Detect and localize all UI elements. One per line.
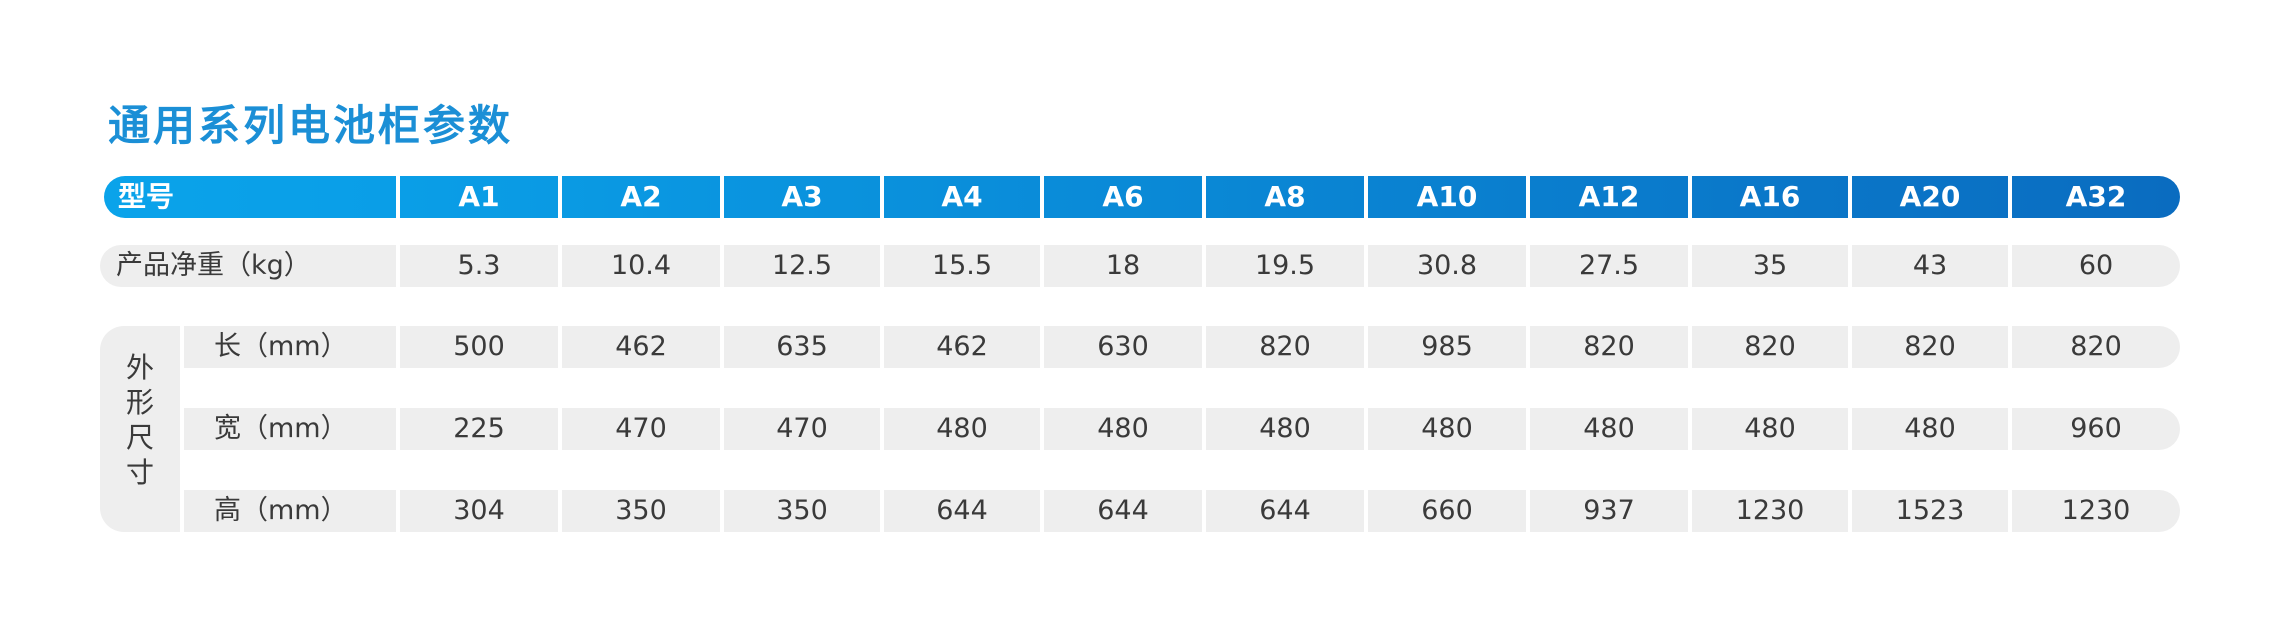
weight-value: 18 <box>1044 245 1202 287</box>
header-model: A10 <box>1368 176 1526 218</box>
header-model: A8 <box>1206 176 1364 218</box>
height-value: 350 <box>724 490 880 532</box>
header-model: A6 <box>1044 176 1202 218</box>
length-value: 820 <box>1692 326 1848 368</box>
weight-value: 60 <box>2012 245 2180 287</box>
height-value: 304 <box>400 490 558 532</box>
width-value: 480 <box>1530 408 1688 450</box>
length-value: 985 <box>1368 326 1526 368</box>
header-row: 型号 A1 A2 A3 A4 A6 A8 A10 A12 A16 A20 A32 <box>0 176 2275 218</box>
height-value: 1523 <box>1852 490 2008 532</box>
header-model: A3 <box>724 176 880 218</box>
dimension-group-char: 寸 <box>125 456 154 489</box>
length-value: 820 <box>1206 326 1364 368</box>
weight-value: 19.5 <box>1206 245 1364 287</box>
weight-value: 30.8 <box>1368 245 1526 287</box>
length-value: 820 <box>1530 326 1688 368</box>
width-value: 225 <box>400 408 558 450</box>
width-value: 480 <box>1368 408 1526 450</box>
length-value: 820 <box>1852 326 2008 368</box>
width-value: 470 <box>562 408 720 450</box>
dimension-group-char: 外 <box>125 351 154 384</box>
width-value: 480 <box>1044 408 1202 450</box>
height-value: 937 <box>1530 490 1688 532</box>
width-row: 宽（mm） 225 470 470 480 480 480 480 480 48… <box>0 408 2275 450</box>
height-value: 1230 <box>2012 490 2180 532</box>
weight-row: 产品净重（kg） 5.3 10.4 12.5 15.5 18 19.5 30.8… <box>0 245 2275 287</box>
length-row: 长（mm） 500 462 635 462 630 820 985 820 82… <box>0 326 2275 368</box>
page-title: 通用系列电池柜参数 <box>108 101 514 150</box>
weight-value: 15.5 <box>884 245 1040 287</box>
header-model: A4 <box>884 176 1040 218</box>
width-value: 960 <box>2012 408 2180 450</box>
weight-value: 5.3 <box>400 245 558 287</box>
header-model: A12 <box>1530 176 1688 218</box>
weight-value: 27.5 <box>1530 245 1688 287</box>
height-value: 644 <box>1044 490 1202 532</box>
weight-value: 43 <box>1852 245 2008 287</box>
height-value: 644 <box>884 490 1040 532</box>
header-model: A20 <box>1852 176 2008 218</box>
width-value: 480 <box>1206 408 1364 450</box>
height-row: 高（mm） 304 350 350 644 644 644 660 937 12… <box>0 490 2275 532</box>
header-model: A32 <box>2012 176 2180 218</box>
header-model-label: 型号 <box>104 176 396 218</box>
dimension-group-block <box>100 326 180 532</box>
width-value: 480 <box>884 408 1040 450</box>
width-value: 470 <box>724 408 880 450</box>
weight-value: 35 <box>1692 245 1848 287</box>
length-value: 500 <box>400 326 558 368</box>
header-model: A2 <box>562 176 720 218</box>
width-label: 宽（mm） <box>184 408 396 450</box>
weight-value: 10.4 <box>562 245 720 287</box>
weight-label: 产品净重（kg） <box>100 245 396 287</box>
length-value: 462 <box>562 326 720 368</box>
length-label: 长（mm） <box>184 326 396 368</box>
dimension-group-char: 尺 <box>125 421 154 454</box>
height-value: 644 <box>1206 490 1364 532</box>
height-label: 高（mm） <box>184 490 396 532</box>
length-value: 635 <box>724 326 880 368</box>
width-value: 480 <box>1852 408 2008 450</box>
weight-value: 12.5 <box>724 245 880 287</box>
header-model: A16 <box>1692 176 1848 218</box>
height-value: 1230 <box>1692 490 1848 532</box>
header-model: A1 <box>400 176 558 218</box>
height-value: 660 <box>1368 490 1526 532</box>
dimension-group-label: 外 形 尺 寸 <box>100 350 180 490</box>
length-value: 462 <box>884 326 1040 368</box>
height-value: 350 <box>562 490 720 532</box>
dimension-group-char: 形 <box>125 386 154 419</box>
length-value: 630 <box>1044 326 1202 368</box>
width-value: 480 <box>1692 408 1848 450</box>
length-value: 820 <box>2012 326 2180 368</box>
